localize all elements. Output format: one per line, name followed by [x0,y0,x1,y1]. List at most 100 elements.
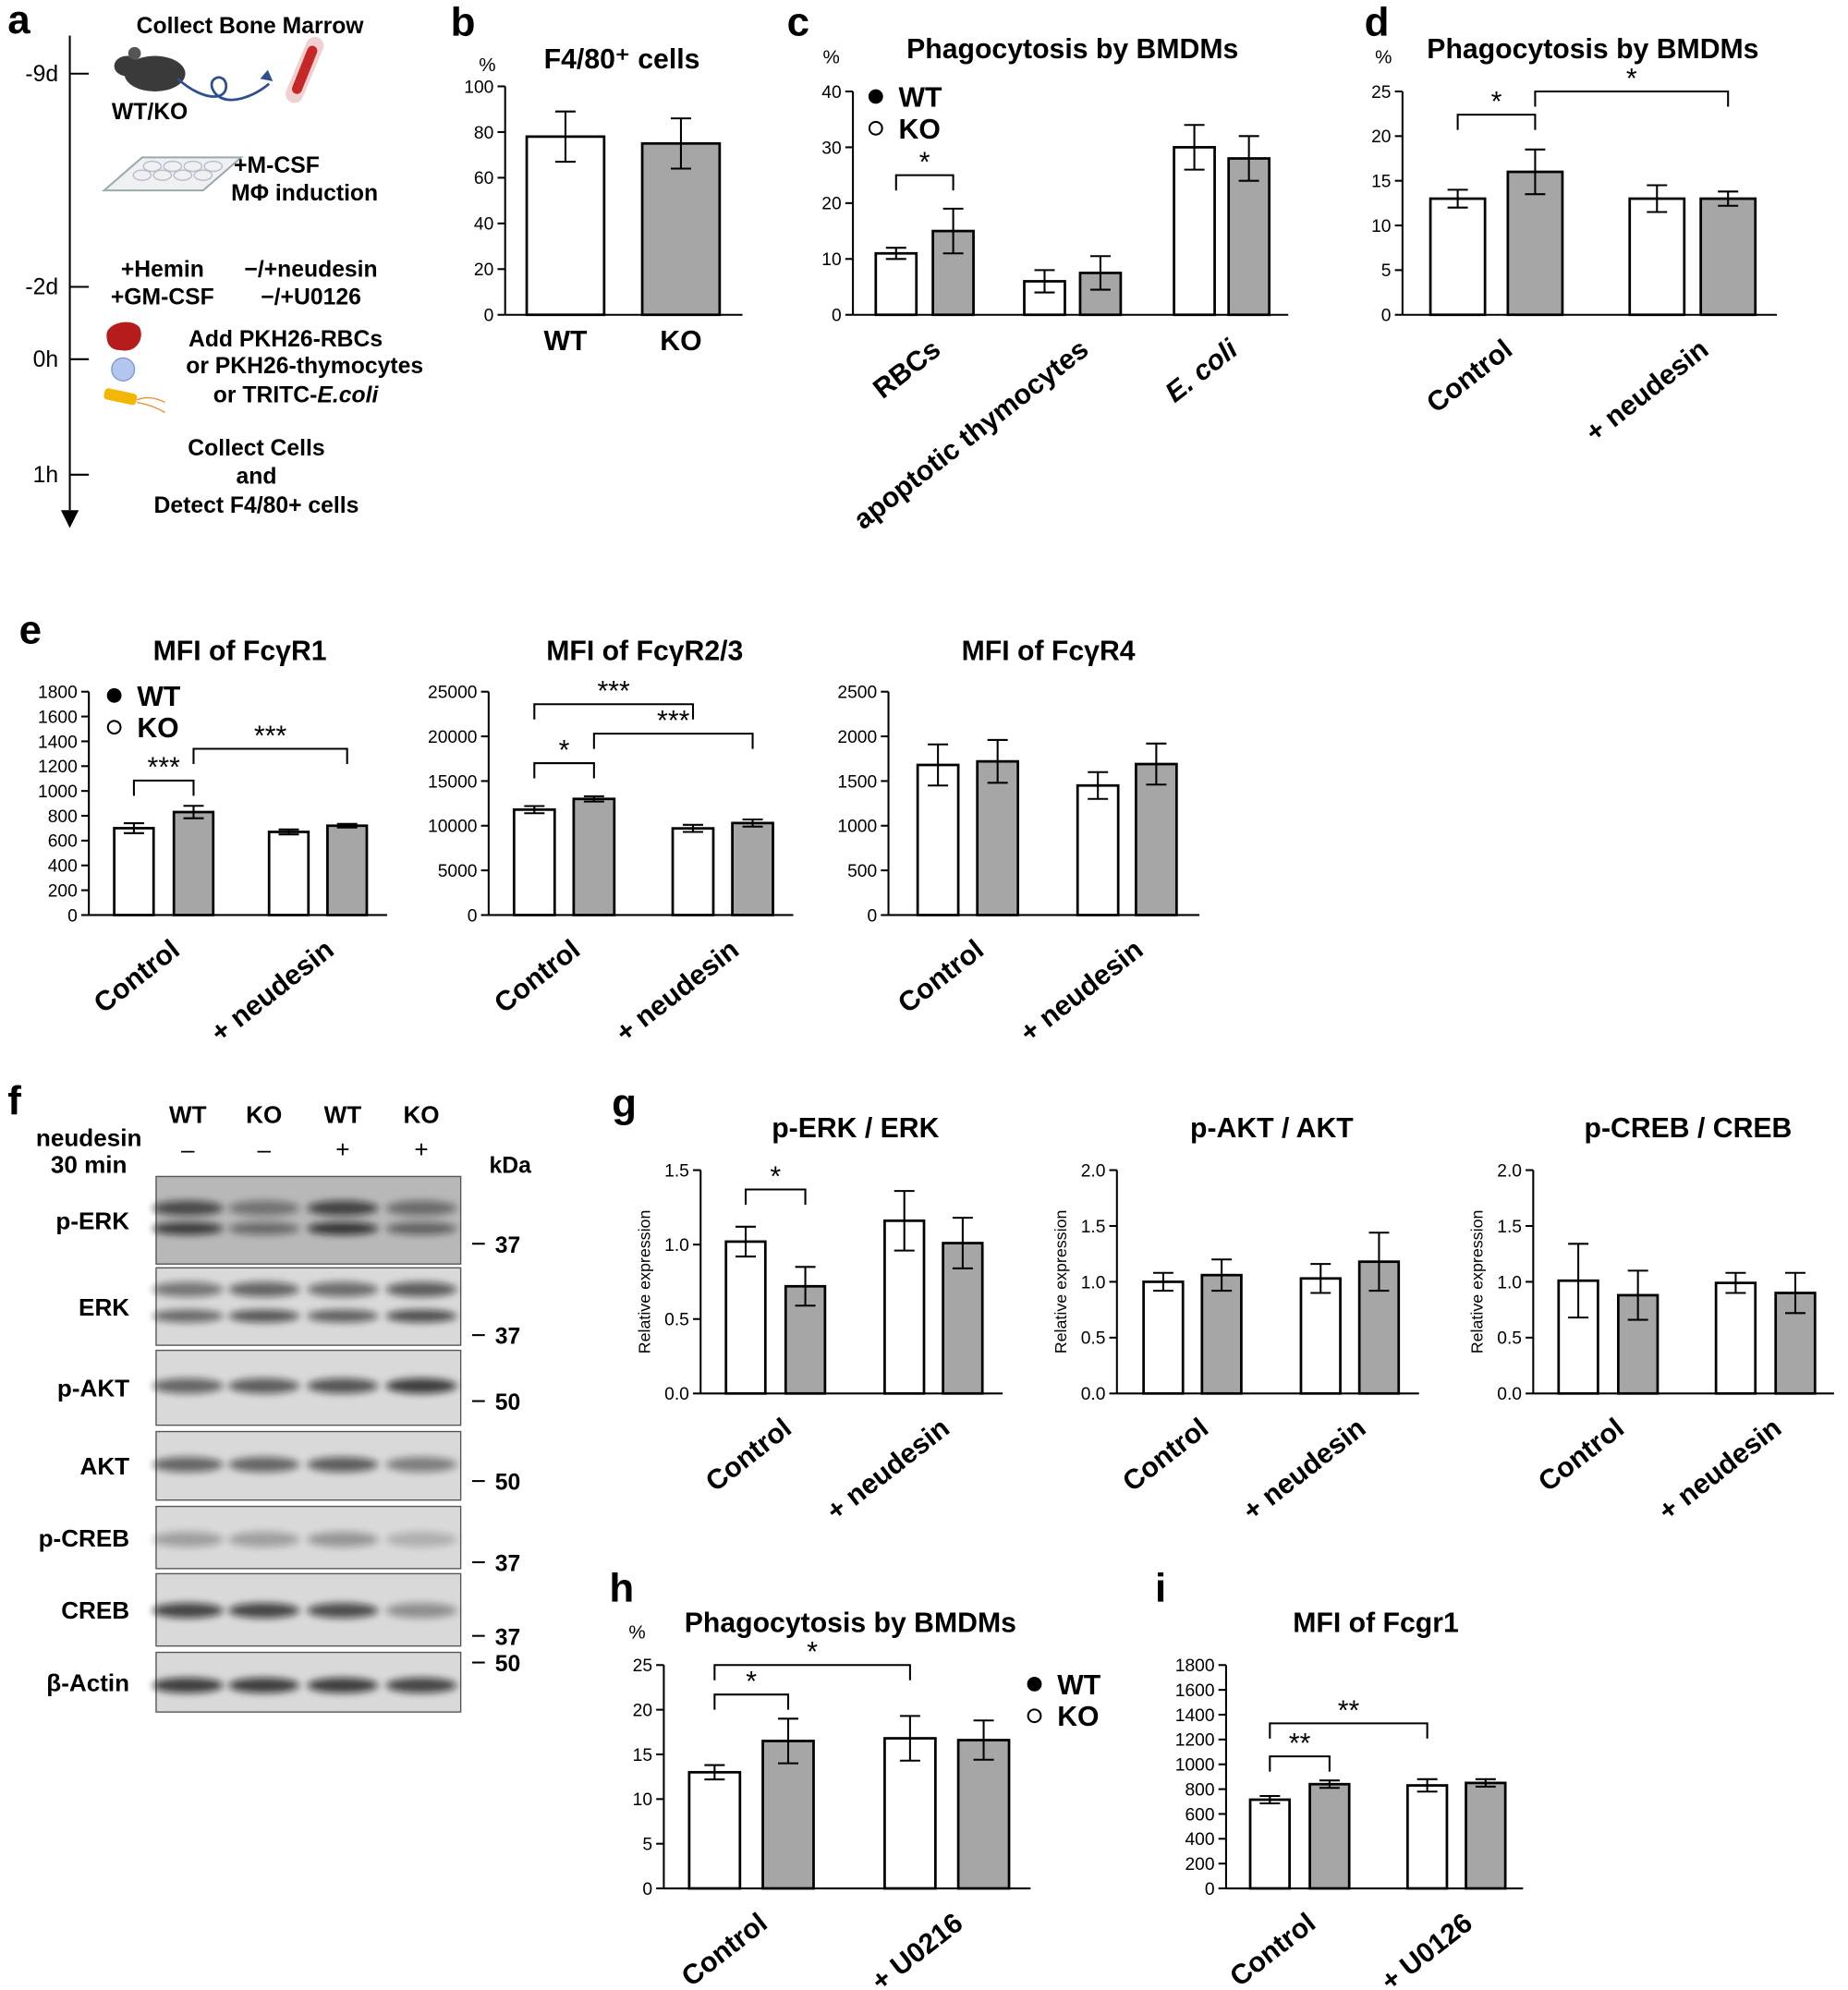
rbc-icon [106,322,141,351]
y-tick-label: 1000 [38,783,78,802]
bar [512,807,556,916]
significance-bracket [192,747,348,764]
category-label: + neudesin [611,934,745,1049]
category-label: + neudesin [821,1413,955,1527]
error-bar [1725,1271,1746,1294]
chart: c Phagocytosis by BMDMs% 0 10 20 30 40 RBCsapop… [787,0,1289,536]
significance-label: * [559,735,570,766]
marker-label: 50 [495,1390,521,1415]
y-tick-label: 40 [821,83,841,103]
band [152,1200,224,1217]
category-label: Control [1224,1908,1321,1990]
chart-title: Phagocytosis by BMDMs [1427,34,1758,65]
y-tick-label: 2.0 [1497,1161,1522,1181]
y-tick-label: 0.0 [1081,1385,1106,1404]
y-tick-label: 0 [484,307,494,326]
error-bar [1319,1779,1340,1790]
category-label: + neudesin [205,934,339,1049]
legend-marker [868,89,883,104]
band [385,1221,457,1235]
row-label: p-ERK [55,1207,129,1234]
legend-marker [106,720,122,735]
significance-bracket [1269,1722,1429,1739]
step-text: Collect Bone Marrow [137,14,365,39]
legend-label: KO [899,115,941,145]
band [307,1200,379,1217]
error-bar [928,743,949,787]
bar [1248,1798,1291,1890]
chart: g p-ERK / ERK Relative expression 0.0 0.5 1.0… [612,1081,1003,1527]
band [152,1377,224,1394]
y-tick-label: 1000 [837,818,877,837]
western-blot: f WT KO WT KO neudesin 30 min – – + + kD… [7,1078,532,1713]
category-label: + neudesin [1580,334,1714,448]
category-label: + neudesin [1015,934,1149,1049]
error-bar [1525,148,1546,196]
chart-title: MFI of Fcgr1 [1293,1608,1459,1639]
blot-panel [155,1175,462,1265]
step-text: Add PKH26-RBCs [188,327,383,352]
y-tick-label: 10 [1371,217,1391,237]
bar [1076,783,1120,916]
error-bar [704,1764,725,1781]
y-tick-label: 15 [1371,173,1391,192]
chart-title: p-CREB / CREB [1585,1113,1793,1144]
bar [1405,1784,1449,1890]
error-bar [952,1217,973,1269]
significance-bracket [1534,90,1730,107]
row-label: AKT [80,1452,130,1480]
time-label: 1h [33,463,59,488]
legend-label: KO [137,713,178,744]
y-tick-label: 0.5 [1081,1329,1106,1349]
error-bar [942,207,964,255]
time-ticks [69,72,90,476]
y-tick-label: 0 [1381,307,1392,326]
y-tick-label: 10 [633,1790,652,1810]
mouse-icon [114,46,186,91]
error-bar [795,1266,816,1307]
y-axis-label: % [823,47,840,68]
band [385,1678,457,1693]
step-text: Collect Cells [188,436,324,461]
panel-letter: b [451,0,476,45]
step-text: and [236,464,276,489]
step-text: or PKH26-thymocytes [186,354,423,379]
time-label: 0h [33,347,59,372]
step-text: or TRITC-E.coli [213,383,380,408]
sign: – [181,1135,195,1163]
chart: b F4/80⁺ cells% 0 20 40 60 80 100 WT KO [451,0,743,357]
bar [724,1240,767,1395]
y-tick-label: 1800 [1175,1656,1215,1676]
band [228,1281,300,1297]
significance-bracket [744,1188,807,1205]
error-bar [554,110,576,164]
band [385,1377,457,1394]
chart: p-CREB / CREB Relative expression 0.0 0.5 1.… [1467,1113,1834,1527]
y-tick-label: 20000 [428,728,477,747]
error-bar [183,805,204,819]
step-text: or TRITC- [213,383,318,408]
chart-title: p-AKT / AKT [1190,1113,1354,1144]
error-bar [778,1717,799,1765]
band [307,1309,379,1323]
lane-label: KO [246,1101,282,1129]
y-tick-label: 200 [1185,1855,1214,1875]
row-label: p-AKT [57,1375,129,1402]
unit: kDa [490,1153,532,1178]
category-label: Control [676,1908,773,1990]
step-text: MΦ induction [231,181,378,206]
error-bar [683,823,703,833]
significance-label: * [807,1637,818,1668]
category-label: RBCs [868,334,946,405]
band [385,1281,457,1297]
y-tick-label: 200 [48,881,78,901]
y-tick-label: 1400 [1175,1706,1215,1726]
error-bar [1416,1778,1438,1793]
lane-label: WT [324,1101,362,1129]
bar [874,251,918,317]
band [228,1602,300,1619]
category-label: + U0216 [866,1908,968,1990]
row-label: CREB [61,1596,129,1624]
legend-marker [1027,1676,1042,1692]
